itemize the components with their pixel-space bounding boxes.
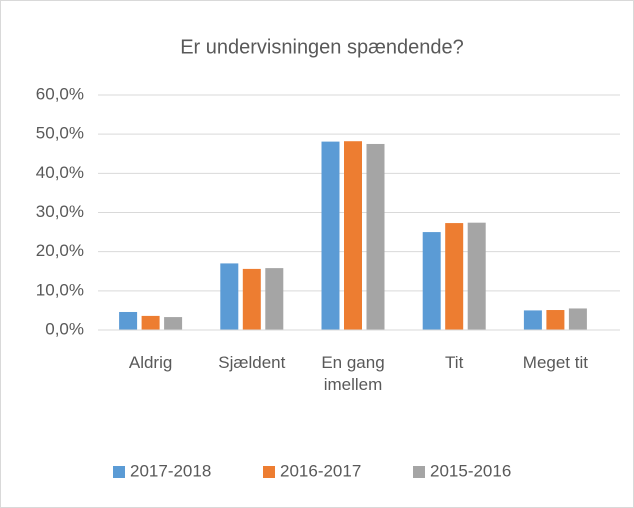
x-tick-label: En gang imellem xyxy=(321,353,385,394)
bar xyxy=(265,268,284,330)
bar xyxy=(242,268,261,330)
legend-label: 2017-2018 xyxy=(130,461,211,480)
y-tick-label: 10,0% xyxy=(36,280,84,299)
bar xyxy=(220,263,239,330)
y-tick-label: 0,0% xyxy=(45,319,84,338)
bar xyxy=(523,310,542,330)
bar xyxy=(164,317,183,330)
bar xyxy=(366,143,385,330)
bar xyxy=(467,222,486,330)
bar xyxy=(321,141,340,330)
bar xyxy=(119,311,138,330)
legend-label: 2016-2017 xyxy=(280,461,361,480)
legend-swatch xyxy=(263,466,275,478)
chart-title: Er undervisningen spændende? xyxy=(180,36,464,58)
x-tick-label: Tit xyxy=(445,353,464,372)
x-tick-label: Sjældent xyxy=(218,353,286,372)
y-tick-label: 20,0% xyxy=(36,241,84,260)
legend-label: 2015-2016 xyxy=(430,461,511,480)
x-tick-label: Meget tit xyxy=(522,353,588,372)
legend-swatch xyxy=(413,466,425,478)
bar xyxy=(568,308,587,330)
y-tick-label: 60,0% xyxy=(36,84,84,103)
x-tick-label: Aldrig xyxy=(128,353,173,372)
legend-swatch xyxy=(113,466,125,478)
y-tick-label: 40,0% xyxy=(36,163,84,182)
bar xyxy=(422,232,441,330)
bar xyxy=(445,223,464,330)
bar xyxy=(546,310,565,330)
bar xyxy=(344,141,362,330)
y-tick-label: 30,0% xyxy=(36,202,84,221)
y-tick-label: 50,0% xyxy=(36,124,84,143)
bar xyxy=(141,315,160,330)
